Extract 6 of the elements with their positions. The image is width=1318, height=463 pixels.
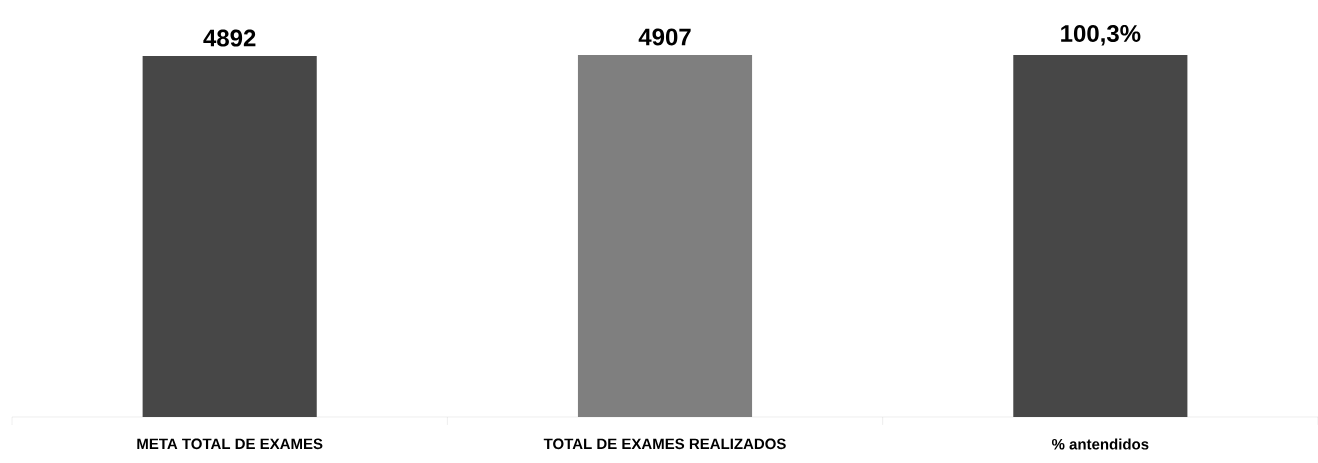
x-tick-label: % antendidos	[1051, 438, 1149, 450]
data-label: 4907	[638, 28, 691, 46]
data-label: 100,3%	[1061, 25, 1141, 46]
data-label: 4892	[203, 29, 256, 47]
x-tick-label: META TOTAL DE EXAMES	[137, 438, 323, 450]
x-tick-label: TOTAL DE EXAMES REALIZADOS	[543, 438, 786, 450]
